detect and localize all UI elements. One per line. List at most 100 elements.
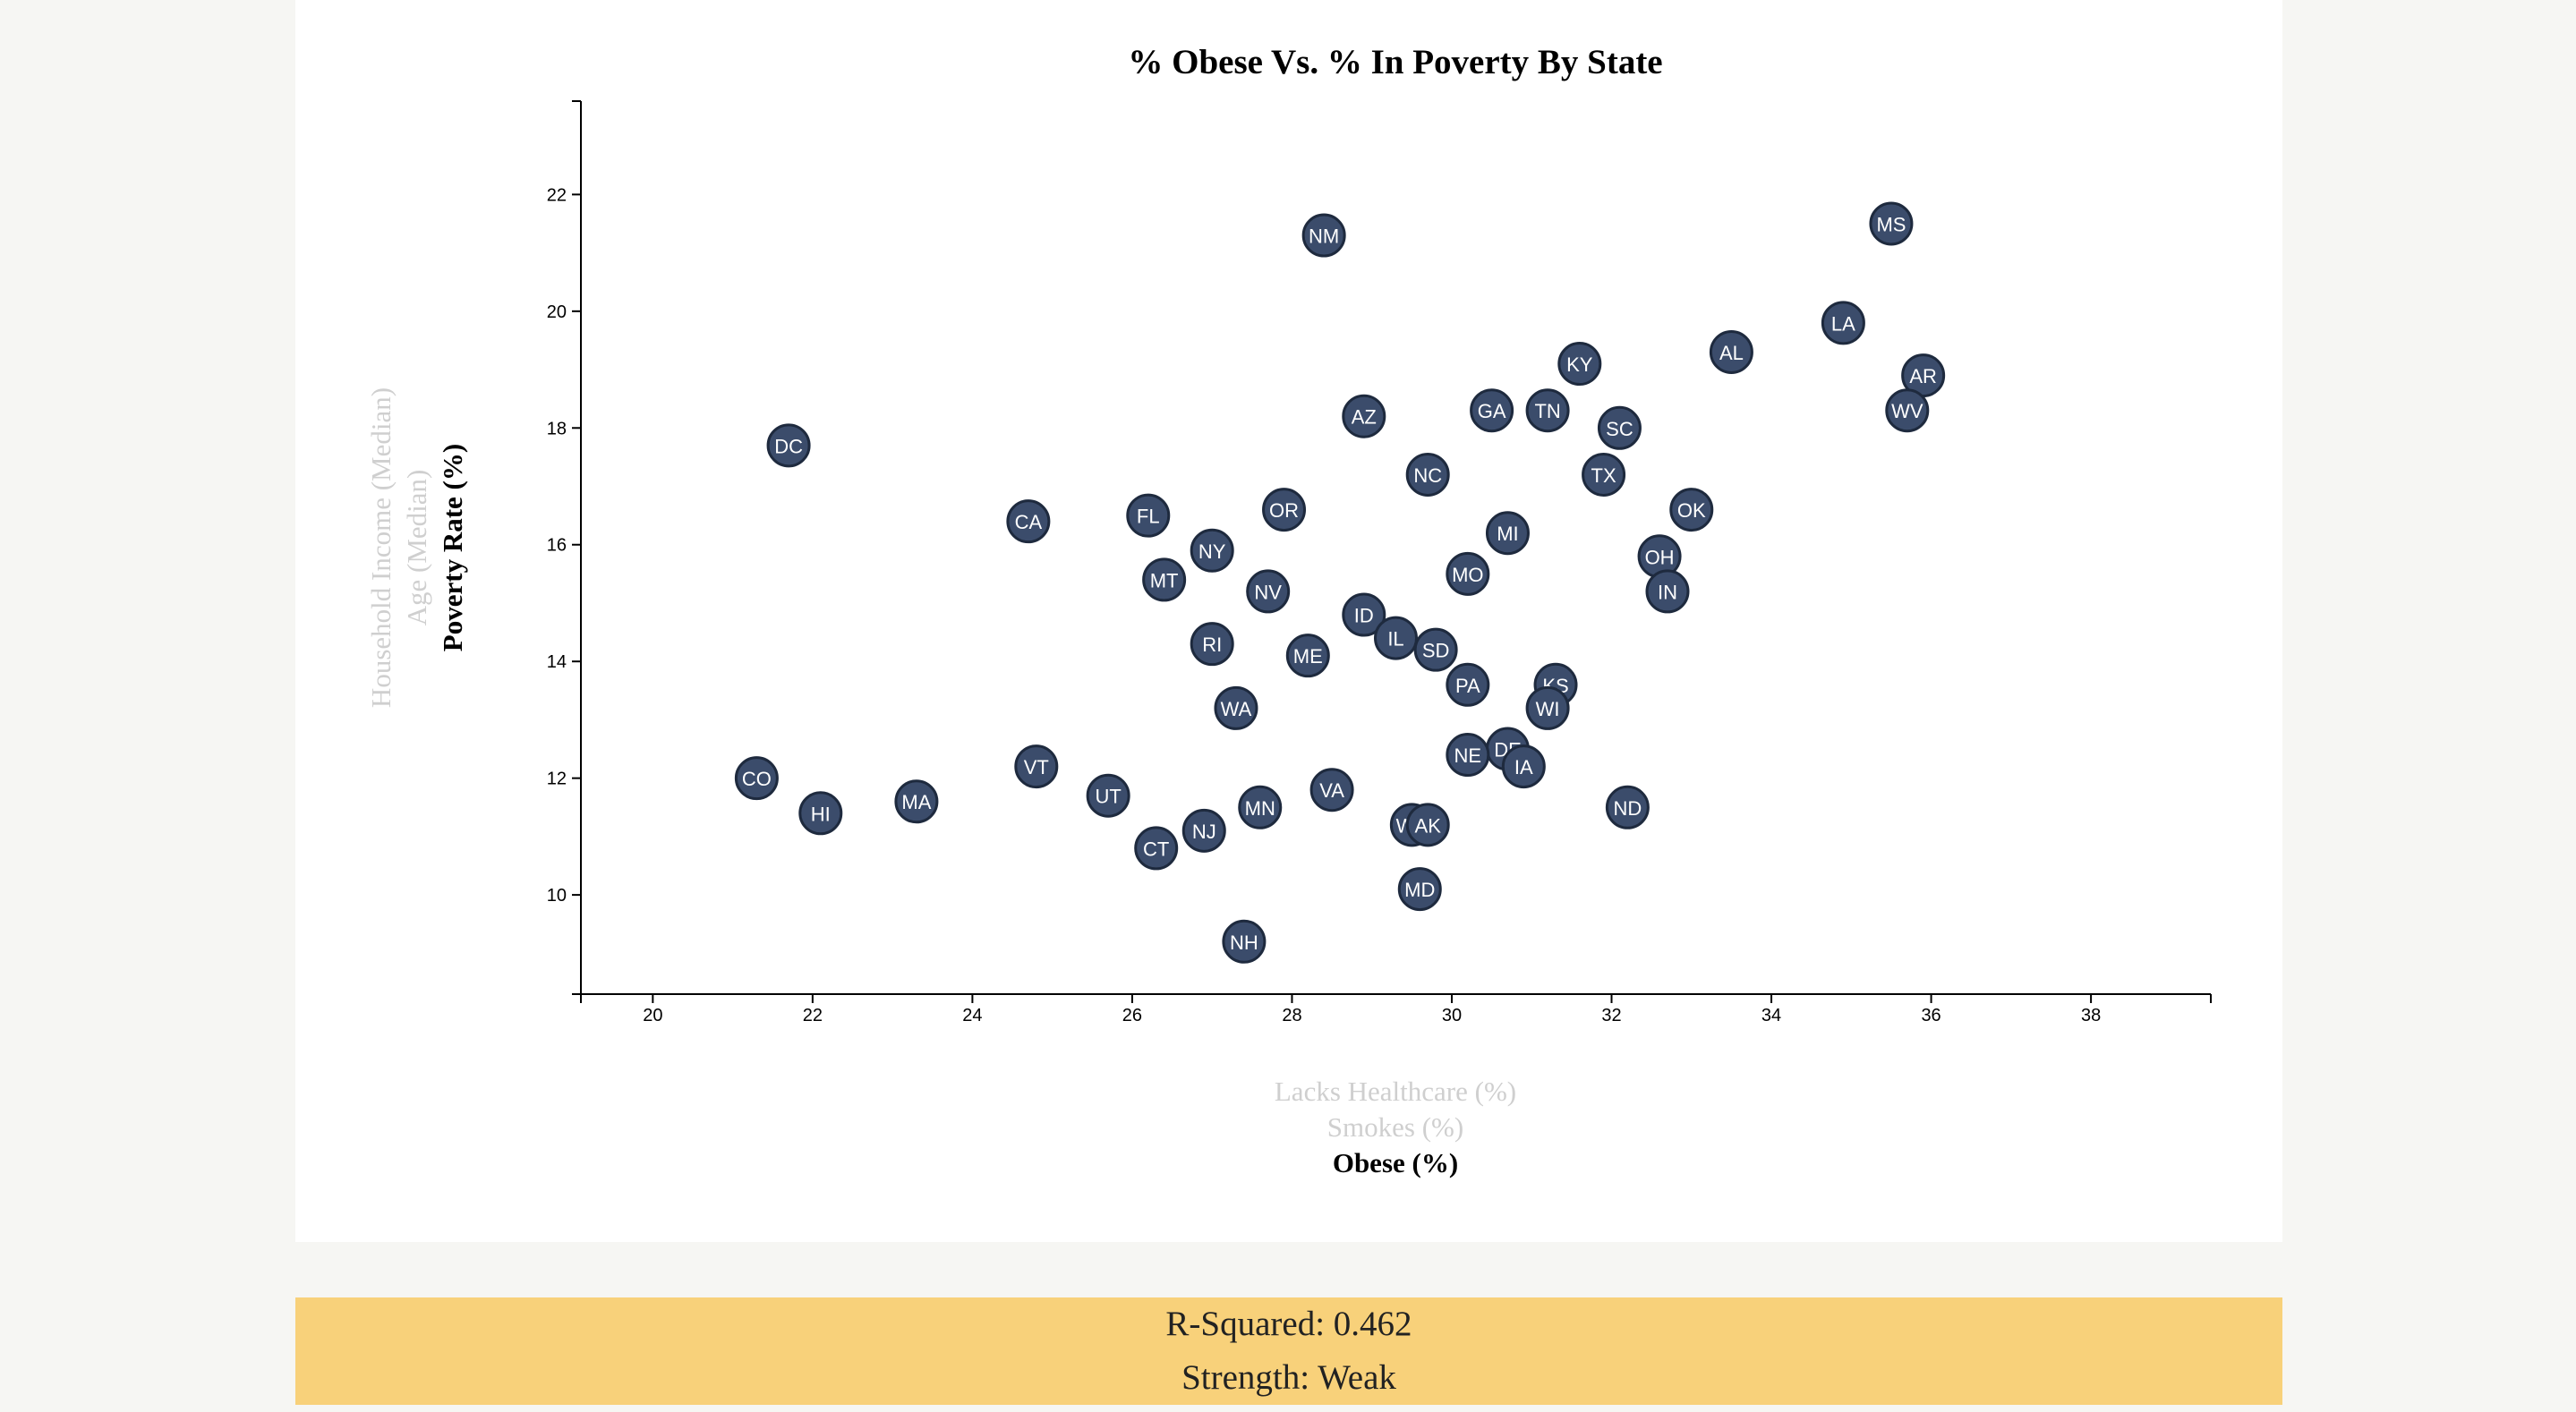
state-abbr-label: ND xyxy=(1613,797,1642,820)
x-tick-label: 26 xyxy=(1122,1006,1142,1025)
state-point: WV xyxy=(1885,388,1930,433)
x-tick-label: 22 xyxy=(803,1006,823,1025)
state-circle xyxy=(1238,785,1283,829)
state-point: ND xyxy=(1605,785,1650,829)
state-point: NV xyxy=(1246,569,1291,614)
state-abbr-label: NY xyxy=(1198,540,1226,563)
state-abbr-label: NE xyxy=(1454,744,1482,767)
state-abbr-label: TN xyxy=(1534,400,1560,422)
state-point: AL xyxy=(1709,329,1753,374)
state-circle xyxy=(1605,785,1650,829)
state-circle xyxy=(1262,488,1307,532)
x-tick-label: 34 xyxy=(1761,1006,1781,1025)
state-circle xyxy=(734,756,779,801)
state-circle xyxy=(1342,394,1386,438)
r-squared-text: R-Squared: 0.462 xyxy=(1165,1305,1412,1343)
state-abbr-label: AK xyxy=(1415,814,1442,837)
state-circle xyxy=(1342,592,1386,637)
x-tick-label: 28 xyxy=(1282,1006,1301,1025)
state-point: IA xyxy=(1501,744,1546,789)
state-abbr-label: NV xyxy=(1254,581,1282,603)
y-tick-label: 10 xyxy=(547,886,567,906)
state-point: NE xyxy=(1446,733,1490,778)
state-point: CT xyxy=(1134,826,1179,871)
state-point: MT xyxy=(1142,557,1187,602)
state-circle xyxy=(1309,768,1354,812)
state-circle xyxy=(1885,388,1930,433)
state-circle xyxy=(894,779,939,824)
y-tick-label: 22 xyxy=(547,185,567,205)
state-point: TX xyxy=(1582,452,1626,497)
state-point: LA xyxy=(1821,301,1865,345)
state-abbr-label: TX xyxy=(1591,464,1616,487)
y-axis-label: Poverty Rate (%) xyxy=(437,444,468,651)
y-tick-label: 14 xyxy=(547,652,567,672)
state-circle xyxy=(1190,528,1234,573)
state-abbr-label: MI xyxy=(1497,523,1518,545)
strength-text: Strength: Weak xyxy=(1181,1358,1396,1397)
state-point: VT xyxy=(1014,744,1059,789)
state-point: AK xyxy=(1405,803,1450,847)
x-tick-label: 32 xyxy=(1601,1006,1621,1025)
state-point: NJ xyxy=(1181,808,1226,853)
y-tick-label: 12 xyxy=(547,770,567,789)
state-abbr-label: LA xyxy=(1831,312,1855,335)
state-circle xyxy=(1501,744,1546,789)
state-point: SC xyxy=(1597,405,1642,450)
state-circle xyxy=(1126,493,1171,538)
state-point: VA xyxy=(1309,768,1354,812)
state-abbr-label: IL xyxy=(1387,628,1403,651)
state-abbr-label: UT xyxy=(1095,786,1121,808)
state-abbr-label: AL xyxy=(1719,342,1744,364)
x-tick-label: 38 xyxy=(2081,1006,2101,1025)
state-point: KY xyxy=(1557,342,1602,387)
state-circle xyxy=(1709,329,1753,374)
state-circle xyxy=(1645,569,1690,614)
state-abbr-label: SD xyxy=(1422,640,1450,662)
state-abbr-label: CO xyxy=(742,768,772,790)
state-point: TN xyxy=(1525,388,1570,433)
state-abbr-label: CA xyxy=(1015,511,1043,533)
state-circle xyxy=(1597,405,1642,450)
state-abbr-label: DC xyxy=(774,435,803,457)
state-circle xyxy=(1446,733,1490,778)
x-axis-label: Obese (%) xyxy=(1333,1147,1458,1178)
state-point: MS xyxy=(1869,201,1914,246)
state-point: RI xyxy=(1190,622,1234,667)
state-circle xyxy=(1134,826,1179,871)
state-circle xyxy=(1014,744,1059,789)
state-point: MA xyxy=(894,779,939,824)
state-circle xyxy=(1086,773,1130,818)
state-circle xyxy=(1246,569,1291,614)
state-abbr-label: IA xyxy=(1514,756,1533,778)
state-circle xyxy=(1446,551,1490,596)
state-abbr-label: SC xyxy=(1606,418,1633,440)
state-circle xyxy=(1285,634,1330,678)
state-point: SD xyxy=(1413,627,1458,672)
state-circle xyxy=(1301,213,1346,258)
state-circle xyxy=(1582,452,1626,497)
state-abbr-label: KY xyxy=(1566,353,1593,376)
x-tick-label: 36 xyxy=(1921,1006,1941,1025)
state-circle xyxy=(1405,452,1450,497)
state-abbr-label: MA xyxy=(901,791,931,813)
y-axis-label: Household Income (Median) xyxy=(365,387,397,708)
state-circle xyxy=(1397,867,1442,912)
x-tick-label: 20 xyxy=(643,1006,662,1025)
state-point: CA xyxy=(1006,499,1051,544)
x-axis-label: Lacks Healthcare (%) xyxy=(1275,1076,1516,1107)
state-circle xyxy=(1142,557,1187,602)
y-tick-label: 18 xyxy=(547,419,567,438)
state-circle xyxy=(1222,919,1267,964)
state-abbr-label: NM xyxy=(1309,225,1339,248)
state-abbr-label: OK xyxy=(1677,499,1706,522)
state-circle xyxy=(1525,388,1570,433)
state-point: UT xyxy=(1086,773,1130,818)
state-point: MD xyxy=(1397,867,1442,912)
state-point: CO xyxy=(734,756,779,801)
state-circle xyxy=(1669,488,1714,532)
state-abbr-label: AR xyxy=(1909,365,1937,387)
state-point: PA xyxy=(1446,662,1490,707)
state-point: NY xyxy=(1190,528,1234,573)
state-point: IL xyxy=(1374,616,1418,660)
